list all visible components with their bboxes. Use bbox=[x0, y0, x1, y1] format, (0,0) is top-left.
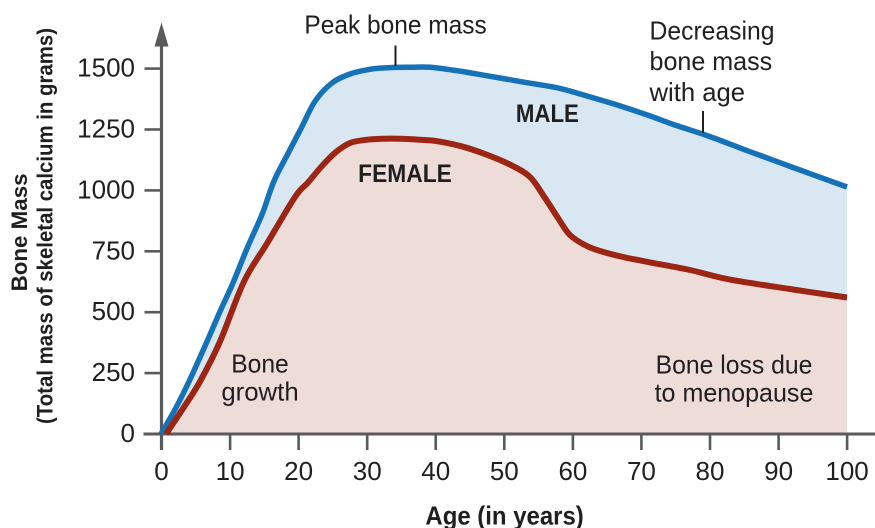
svg-text:0: 0 bbox=[121, 418, 135, 448]
svg-text:90: 90 bbox=[764, 456, 793, 486]
svg-text:(Total mass of skeletal calciu: (Total mass of skeletal calcium in grams… bbox=[33, 28, 58, 424]
svg-text:bone mass: bone mass bbox=[650, 46, 773, 76]
svg-text:50: 50 bbox=[490, 456, 519, 486]
svg-text:0: 0 bbox=[154, 456, 168, 486]
svg-text:Peak bone mass: Peak bone mass bbox=[304, 9, 486, 39]
svg-text:Bone loss due: Bone loss due bbox=[656, 350, 813, 380]
svg-text:500: 500 bbox=[92, 296, 135, 326]
svg-text:1000: 1000 bbox=[77, 174, 135, 204]
svg-text:growth: growth bbox=[221, 377, 298, 407]
svg-text:1250: 1250 bbox=[77, 114, 135, 144]
svg-text:Decreasing: Decreasing bbox=[650, 16, 775, 46]
svg-text:1500: 1500 bbox=[77, 53, 135, 83]
svg-text:750: 750 bbox=[92, 235, 135, 265]
svg-text:250: 250 bbox=[92, 357, 135, 387]
svg-text:to menopause: to menopause bbox=[655, 378, 814, 408]
svg-text:30: 30 bbox=[353, 456, 382, 486]
svg-text:FEMALE: FEMALE bbox=[358, 160, 452, 188]
svg-text:60: 60 bbox=[558, 456, 587, 486]
svg-text:MALE: MALE bbox=[516, 100, 579, 128]
svg-text:100: 100 bbox=[825, 456, 868, 486]
svg-text:70: 70 bbox=[627, 456, 656, 486]
svg-text:with age: with age bbox=[649, 77, 745, 107]
svg-text:Age (in years): Age (in years) bbox=[425, 501, 583, 528]
svg-text:20: 20 bbox=[284, 456, 313, 486]
svg-text:80: 80 bbox=[696, 456, 725, 486]
svg-text:Bone: Bone bbox=[231, 349, 289, 379]
svg-text:10: 10 bbox=[216, 456, 245, 486]
svg-text:Bone Mass: Bone Mass bbox=[7, 173, 32, 291]
svg-text:40: 40 bbox=[421, 456, 450, 486]
